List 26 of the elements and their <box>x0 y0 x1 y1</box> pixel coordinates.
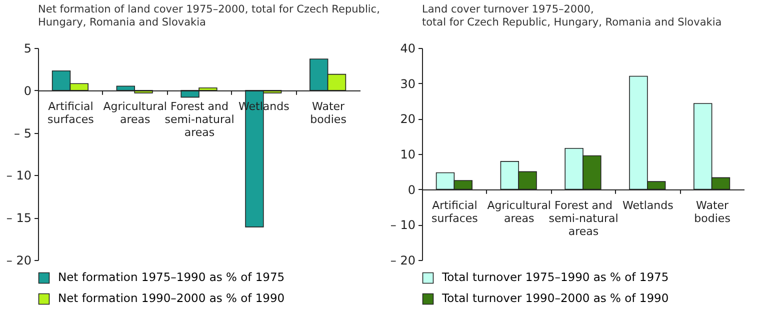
y-tick-label: 10 <box>400 148 416 162</box>
x-tick-label: Forest and semi-natural areas <box>164 100 234 139</box>
y-tick-label: 30 <box>400 76 416 91</box>
x-tick-label: Forest and semi-natural areas <box>548 198 618 238</box>
legend-label: Total turnover 1990–2000 as % of 1990 <box>441 291 669 305</box>
x-tick-label: Water bodies <box>694 198 731 225</box>
chart-title: Net formation of land cover 1975–2000, total for Czech Republic, Hungary, Romania and Slovakia <box>38 4 380 28</box>
x-tick-label: Artificial surfaces <box>48 100 94 126</box>
x-tick-label: Wetlands <box>622 198 674 212</box>
y-tick-label: 0 <box>408 182 416 197</box>
y-tick-label: – 5 <box>14 126 32 140</box>
y-tick-label: – 15 <box>6 211 32 226</box>
legend-label: Net formation 1975–1990 as % of 1975 <box>58 270 285 284</box>
legend-label: Total turnover 1975–1990 as % of 1975 <box>441 270 669 284</box>
y-tick-label: – 10 <box>6 168 32 183</box>
y-tick-label: – 20 <box>390 254 416 268</box>
x-tick-label: Water bodies <box>310 100 347 126</box>
y-tick-label: – 20 <box>6 254 32 268</box>
y-tick-label: 0 <box>24 84 32 98</box>
y-tick-label: – 10 <box>390 218 416 232</box>
x-tick-label: Artificial surfaces <box>432 198 478 225</box>
legend-label: Net formation 1990–2000 as % of 1990 <box>58 291 285 305</box>
y-tick-label: 20 <box>400 112 416 126</box>
y-tick-label: 5 <box>24 42 32 56</box>
chart-title: Land cover turnover 1975–2000, total for Czech Republic, Hungary, Romania and Slovakia <box>422 4 722 28</box>
y-tick-label: 40 <box>400 42 416 56</box>
